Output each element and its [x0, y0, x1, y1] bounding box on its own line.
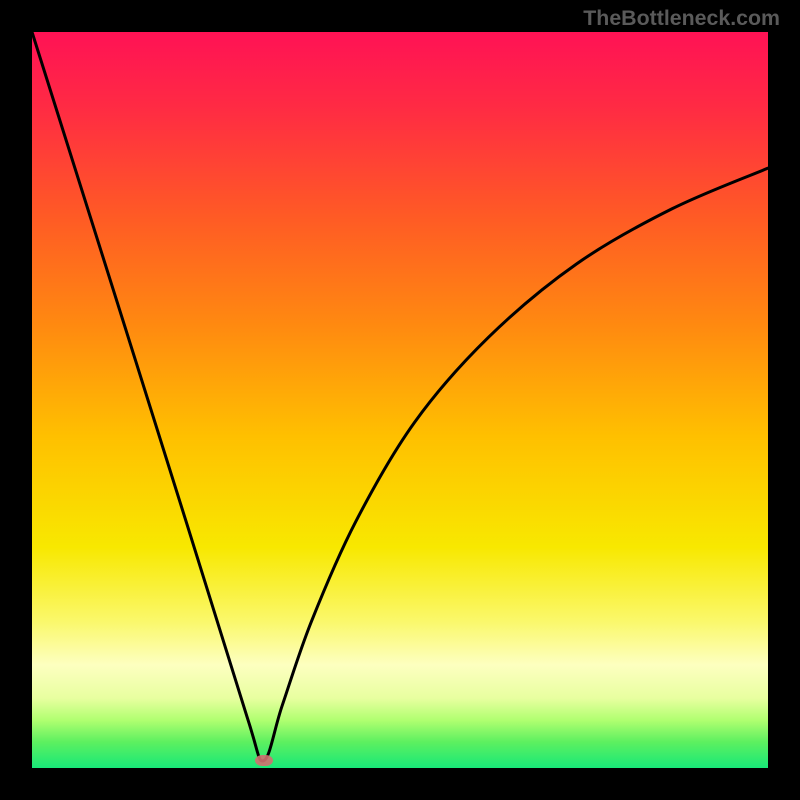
curve-min-marker [255, 755, 273, 766]
gradient-background [32, 32, 768, 768]
figure-root: TheBottleneck.com [0, 0, 800, 800]
watermark-label: TheBottleneck.com [583, 6, 780, 31]
plot-area [32, 32, 768, 768]
